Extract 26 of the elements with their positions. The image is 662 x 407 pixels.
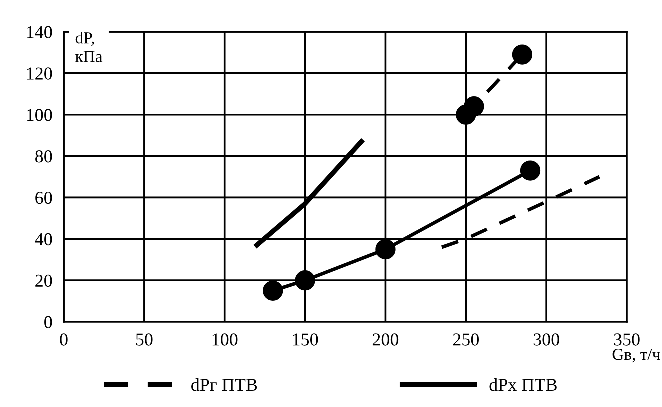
point	[295, 270, 316, 291]
y-tick-label: 20	[36, 274, 52, 288]
x-tick-label: 0	[60, 334, 68, 346]
x-tick-label: 200	[372, 334, 399, 346]
y-axis-title: dP, кПа	[76, 32, 103, 62]
x-tick-label: 250	[453, 334, 479, 346]
point	[263, 280, 284, 301]
y-tick-label: 140	[27, 26, 52, 38]
point	[464, 96, 484, 117]
y-tick-label: 40	[35, 233, 52, 246]
x-tick-label: 50	[136, 334, 153, 346]
point	[512, 44, 533, 65]
legend-label: dPx ПТВ	[490, 378, 557, 392]
y-tick-label: 60	[36, 192, 52, 204]
point	[376, 239, 396, 260]
x-tick-label: 350	[614, 334, 640, 346]
point	[520, 160, 541, 181]
y-tick-label: 0	[44, 316, 52, 328]
y-tick-label: 80	[36, 150, 52, 163]
x-tick-label: 100	[212, 334, 238, 346]
y-tick-label: 100	[27, 109, 52, 122]
x-tick-label: 150	[293, 334, 318, 346]
y-tick-label: 120	[27, 68, 52, 80]
legend-label: dPг ПТВ	[192, 378, 258, 392]
x-tick-label: 300	[534, 334, 560, 346]
x-axis-title: Gв, т/ч	[612, 348, 660, 363]
